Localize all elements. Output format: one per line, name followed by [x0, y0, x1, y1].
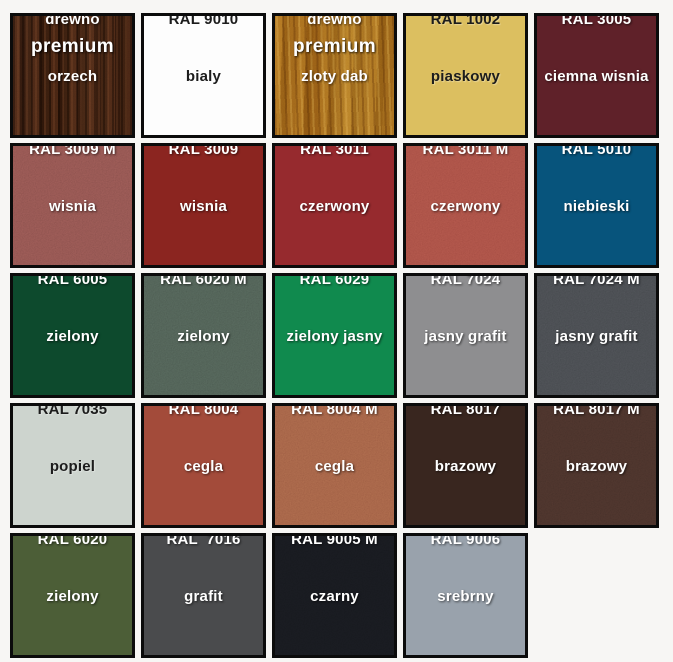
swatch-label: RAL 8017 brazowy [407, 403, 524, 514]
swatch-color-name: zielony [46, 588, 99, 605]
swatch-label: RAL 6020 M zielony [145, 273, 262, 384]
swatch-ral-8004-m[interactable]: RAL 8004 M cegla [272, 403, 397, 528]
swatch-label: drewno orzech [14, 13, 131, 124]
swatch-color-name: czerwony [299, 198, 370, 215]
swatch-drewno-zloty-dab[interactable]: premium drewno zloty dab [272, 13, 397, 138]
swatch-code: RAL 6029 [299, 273, 370, 288]
swatch-ral-6005[interactable]: RAL 6005 zielony [10, 273, 135, 398]
swatch-color-name: cegla [183, 458, 224, 475]
swatch-code: RAL 9006 [430, 533, 501, 548]
swatch-color-name: jasny grafit [555, 328, 638, 345]
swatch-label: drewno zloty dab [276, 13, 393, 124]
swatch-code: RAL 6020 [37, 533, 108, 548]
swatch-color-name: grafit [184, 588, 223, 605]
swatch-color-name: zielony jasny [286, 328, 383, 345]
swatch-ral-8017-m[interactable]: RAL 8017 M brazowy [534, 403, 659, 528]
swatch-label: RAL 9005 M czarny [276, 533, 393, 644]
swatch-color-name: niebieski [563, 198, 630, 215]
swatch-ral-6020[interactable]: RAL 6020 zielony [10, 533, 135, 658]
swatch-ral-7035[interactable]: RAL 7035 popiel [10, 403, 135, 528]
swatch-color-name: zielony [177, 328, 230, 345]
swatch-label: RAL 7016 grafit [145, 533, 262, 644]
swatch-code: RAL 3009 M [29, 143, 116, 158]
swatch-code: RAL 8017 [430, 403, 501, 418]
swatch-ral-9006[interactable]: RAL 9006 srebrny [403, 533, 528, 658]
swatch-color-name: bialy [185, 68, 222, 85]
swatch-label: RAL 1002 piaskowy [407, 13, 524, 124]
swatch-ral-8004[interactable]: RAL 8004 cegla [141, 403, 266, 528]
swatch-color-name: czarny [310, 588, 359, 605]
swatch-color-name: orzech [47, 68, 98, 85]
swatch-code: RAL 6020 M [160, 273, 247, 288]
swatch-label: RAL 6005 zielony [14, 273, 131, 384]
swatch-ral-6020-m[interactable]: RAL 6020 M zielony [141, 273, 266, 398]
swatch-code: RAL 5010 [561, 143, 632, 158]
swatch-ral-7024-m[interactable]: RAL 7024 M jasny grafit [534, 273, 659, 398]
swatch-label: RAL 3011 czerwony [276, 143, 393, 254]
swatch-code: RAL 8017 M [553, 403, 640, 418]
swatch-code: RAL 8004 [168, 403, 239, 418]
swatch-color-name: jasny grafit [424, 328, 507, 345]
swatch-code: RAL 7035 [37, 403, 108, 418]
swatch-label: RAL 6020 zielony [14, 533, 131, 644]
swatch-label: RAL 3009 wisnia [145, 143, 262, 254]
swatch-code: drewno [307, 13, 362, 28]
swatch-color-name: brazowy [565, 458, 628, 475]
swatch-label: RAL 9010 bialy [145, 13, 262, 124]
swatch-code: RAL 9005 M [291, 533, 378, 548]
swatch-label: RAL 6029 zielony jasny [276, 273, 393, 384]
swatch-code: RAL 8004 M [291, 403, 378, 418]
swatch-color-name: zielony [46, 328, 99, 345]
swatch-label: RAL 8004 M cegla [276, 403, 393, 514]
swatch-ral-3009[interactable]: RAL 3009 wisnia [141, 143, 266, 268]
swatch-code: RAL 3011 M [422, 143, 509, 158]
swatch-code: RAL 3009 [168, 143, 239, 158]
swatch-label: RAL 3005 ciemna wisnia [538, 13, 655, 124]
swatch-color-name: popiel [49, 458, 96, 475]
swatch-label: RAL 3011 M czerwony [407, 143, 524, 254]
swatch-ral-7016[interactable]: RAL 7016 grafit [141, 533, 266, 658]
swatch-ral-9010[interactable]: RAL 9010 bialy [141, 13, 266, 138]
swatch-ral-8017[interactable]: RAL 8017 brazowy [403, 403, 528, 528]
swatch-code: RAL 7024 M [553, 273, 640, 288]
swatch-code: drewno [45, 13, 100, 28]
swatch-label: RAL 8004 cegla [145, 403, 262, 514]
swatch-color-name: srebrny [437, 588, 494, 605]
swatch-color-name: wisnia [48, 198, 97, 215]
swatch-ral-3011[interactable]: RAL 3011 czerwony [272, 143, 397, 268]
swatch-ral-3009-m[interactable]: RAL 3009 M wisnia [10, 143, 135, 268]
swatch-ral-6029[interactable]: RAL 6029 zielony jasny [272, 273, 397, 398]
swatch-code: RAL 9010 [168, 13, 239, 28]
swatch-label: RAL 7035 popiel [14, 403, 131, 514]
swatch-ral-5010[interactable]: RAL 5010 niebieski [534, 143, 659, 268]
swatch-color-name: cegla [314, 458, 355, 475]
swatch-ral-9005-m[interactable]: RAL 9005 M czarny [272, 533, 397, 658]
swatch-code: RAL 3011 [300, 143, 369, 158]
swatch-code: RAL 7016 [166, 533, 241, 548]
swatch-color-name: zloty dab [301, 68, 368, 85]
swatch-color-name: piaskowy [430, 68, 501, 85]
swatch-ral-3005[interactable]: RAL 3005 ciemna wisnia [534, 13, 659, 138]
swatch-color-name: czerwony [430, 198, 501, 215]
swatch-ral-7024[interactable]: RAL 7024 jasny grafit [403, 273, 528, 398]
swatch-code: RAL 6005 [37, 273, 108, 288]
swatch-label: RAL 9006 srebrny [407, 533, 524, 644]
swatch-code: RAL 3005 [561, 13, 632, 28]
swatch-label: RAL 7024 M jasny grafit [538, 273, 655, 384]
swatch-code: RAL 7024 [430, 273, 501, 288]
swatch-drewno-orzech[interactable]: premium drewno orzech [10, 13, 135, 138]
swatch-label: RAL 3009 M wisnia [14, 143, 131, 254]
swatch-ral-1002[interactable]: RAL 1002 piaskowy [403, 13, 528, 138]
swatch-label: RAL 7024 jasny grafit [407, 273, 524, 384]
swatch-label: RAL 5010 niebieski [538, 143, 655, 254]
swatch-code: RAL 1002 [430, 13, 501, 28]
swatch-label: RAL 8017 M brazowy [538, 403, 655, 514]
swatch-color-name: ciemna wisnia [544, 68, 649, 85]
swatch-color-name: brazowy [434, 458, 497, 475]
swatch-color-name: wisnia [179, 198, 228, 215]
swatch-ral-3011-m[interactable]: RAL 3011 M czerwony [403, 143, 528, 268]
